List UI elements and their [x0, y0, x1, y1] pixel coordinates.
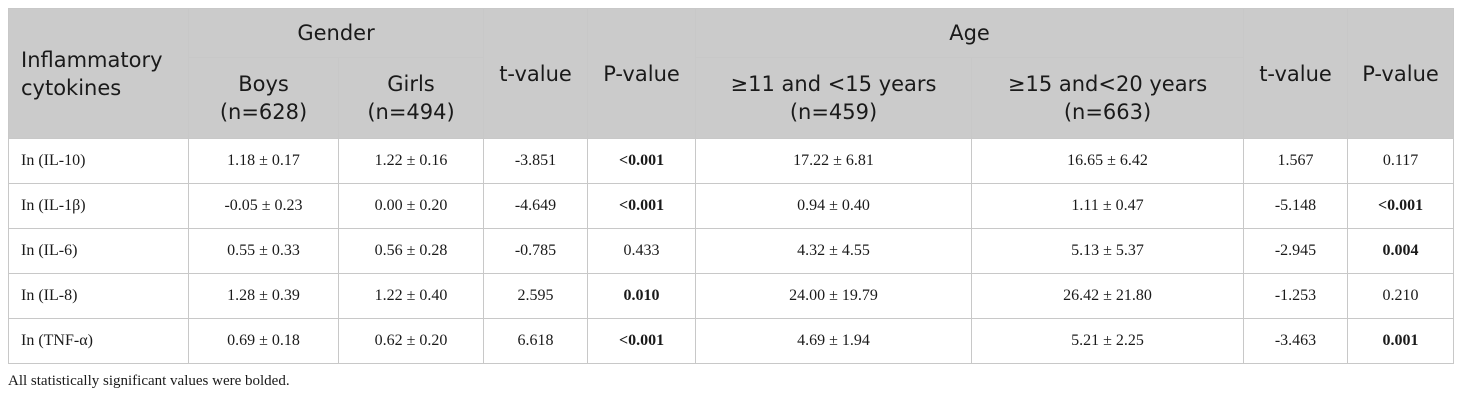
cell-girls: 0.00 ± 0.20: [337, 183, 485, 229]
table-row: In (TNF-α) 0.69 ± 0.18 0.62 ± 0.20 6.618…: [8, 318, 1455, 364]
cell-age-11-15: 0.94 ± 0.40: [695, 183, 973, 229]
col-header-t-value-gender: t-value: [483, 8, 589, 139]
table-row: In (IL-6) 0.55 ± 0.33 0.56 ± 0.28 -0.785…: [8, 228, 1455, 274]
col-header-age-15-20-label: ≥15 and<20 years: [1007, 72, 1208, 96]
cell-p-value-age: 0.004: [1347, 228, 1455, 274]
col-header-t-value-age: t-value: [1243, 8, 1349, 139]
col-header-girls-n: (n=494): [367, 100, 455, 124]
cell-p-value-gender: <0.001: [587, 138, 697, 184]
cell-label: In (IL-10): [8, 138, 189, 184]
group-header-gender: Gender: [187, 8, 485, 58]
cell-label: In (IL-6): [8, 228, 189, 274]
col-header-p-value-age: P-value: [1347, 8, 1455, 139]
table-header: Inflammatory cytokines Gender t-value P-…: [8, 8, 1455, 139]
col-header-boys-n: (n=628): [219, 100, 308, 124]
col-header-age-11-15: ≥11 and <15 years (n=459): [695, 57, 973, 139]
cell-p-value-gender: <0.001: [587, 183, 697, 229]
col-header-girls-label: Girls: [387, 72, 435, 96]
col-header-boys-label: Boys: [238, 72, 289, 96]
cell-girls: 1.22 ± 0.16: [337, 138, 485, 184]
cell-age-11-15: 4.32 ± 4.55: [695, 228, 973, 274]
cell-t-value-gender: 2.595: [483, 273, 589, 319]
col-header-girls: Girls (n=494): [337, 57, 485, 139]
cell-label: In (IL-1β): [8, 183, 189, 229]
cell-t-value-age: -3.463: [1243, 318, 1349, 364]
cell-t-value-gender: -0.785: [483, 228, 589, 274]
cell-boys: 0.55 ± 0.33: [188, 228, 339, 274]
row-header-line-2: cytokines: [21, 75, 122, 100]
table-body: In (IL-10) 1.18 ± 0.17 1.22 ± 0.16 -3.85…: [8, 138, 1455, 364]
cell-boys: 1.18 ± 0.17: [188, 138, 339, 184]
cell-boys: -0.05 ± 0.23: [188, 183, 339, 229]
cell-age-11-15: 4.69 ± 1.94: [695, 318, 973, 364]
cell-p-value-age: <0.001: [1347, 183, 1455, 229]
cell-age-11-15: 17.22 ± 6.81: [695, 138, 973, 184]
col-header-age-15-20-n: (n=663): [1063, 100, 1152, 124]
cell-t-value-age: -1.253: [1243, 273, 1349, 319]
cell-age-15-20: 16.65 ± 6.42: [971, 138, 1245, 184]
cell-age-15-20: 5.21 ± 2.25: [971, 318, 1245, 364]
cell-p-value-gender: 0.010: [587, 273, 697, 319]
cell-boys: 1.28 ± 0.39: [188, 273, 339, 319]
cell-p-value-gender: 0.433: [587, 228, 697, 274]
col-header-boys: Boys (n=628): [188, 57, 339, 139]
cell-t-value-gender: 6.618: [483, 318, 589, 364]
cell-age-15-20: 5.13 ± 5.37: [971, 228, 1245, 274]
cell-age-11-15: 24.00 ± 19.79: [695, 273, 973, 319]
table-footnote: All statistically significant values wer…: [8, 373, 290, 389]
col-header-age-11-15-label: ≥11 and <15 years: [730, 72, 937, 96]
table-row: In (IL-8) 1.28 ± 0.39 1.22 ± 0.40 2.595 …: [8, 273, 1455, 319]
cell-t-value-age: -5.148: [1243, 183, 1349, 229]
cell-girls: 0.56 ± 0.28: [337, 228, 485, 274]
group-header-age: Age: [695, 8, 1245, 58]
cell-label: In (TNF-α): [8, 318, 189, 364]
cell-age-15-20: 26.42 ± 21.80: [971, 273, 1245, 319]
table-row: In (IL-10) 1.18 ± 0.17 1.22 ± 0.16 -3.85…: [8, 138, 1455, 184]
cell-p-value-age: 0.210: [1347, 273, 1455, 319]
col-header-age-15-20: ≥15 and<20 years (n=663): [971, 57, 1245, 139]
cell-t-value-gender: -3.851: [483, 138, 589, 184]
cell-p-value-age: 0.001: [1347, 318, 1455, 364]
cell-age-15-20: 1.11 ± 0.47: [971, 183, 1245, 229]
cell-t-value-age: -2.945: [1243, 228, 1349, 274]
col-header-age-11-15-n: (n=459): [789, 100, 878, 124]
col-header-p-value-gender: P-value: [587, 8, 697, 139]
cell-girls: 0.62 ± 0.20: [337, 318, 485, 364]
cell-label: In (IL-8): [8, 273, 189, 319]
cytokine-table: Inflammatory cytokines Gender t-value P-…: [8, 8, 1455, 364]
cell-p-value-gender: <0.001: [587, 318, 697, 364]
cell-girls: 1.22 ± 0.40: [337, 273, 485, 319]
cell-p-value-age: 0.117: [1347, 138, 1455, 184]
cell-t-value-age: 1.567: [1243, 138, 1349, 184]
cell-boys: 0.69 ± 0.18: [188, 318, 339, 364]
table-container: Inflammatory cytokines Gender t-value P-…: [8, 8, 1455, 390]
row-header-line-1: Inflammatory: [21, 47, 163, 72]
row-header-cell: Inflammatory cytokines: [8, 8, 189, 139]
cell-t-value-gender: -4.649: [483, 183, 589, 229]
table-row: In (IL-1β) -0.05 ± 0.23 0.00 ± 0.20 -4.6…: [8, 183, 1455, 229]
